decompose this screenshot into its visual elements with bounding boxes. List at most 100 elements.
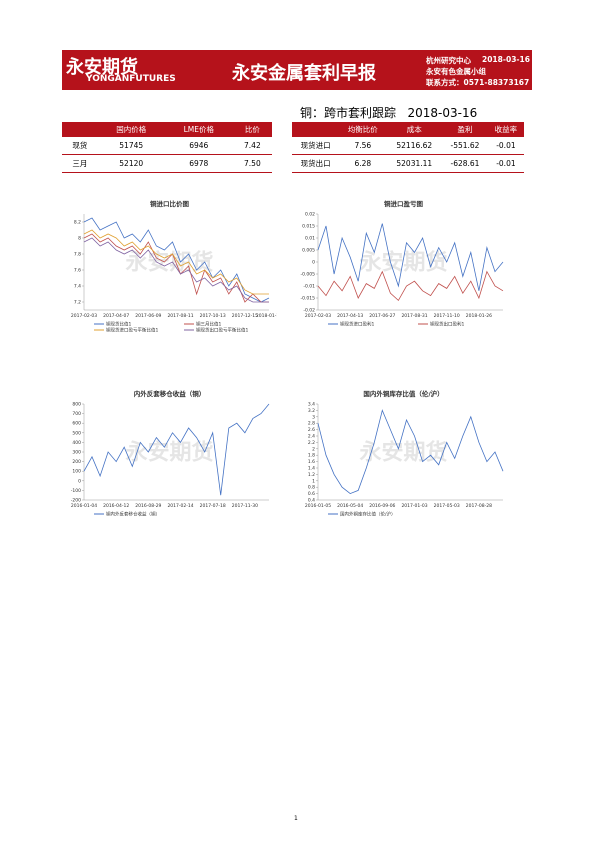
chart-title: 国内外铜库存比值（伦/沪） — [363, 389, 443, 398]
y-tick-label: 8 — [78, 236, 81, 242]
column-header: 均衡比价 — [339, 122, 387, 137]
chart: 国内外铜库存比值（伦/沪）永安期货0.40.60.811.21.41.61.82… — [305, 389, 504, 518]
series-line — [317, 409, 504, 495]
cell: 52031.11 — [386, 154, 443, 173]
x-tick-label: 2016-08-29 — [135, 503, 161, 509]
y-tick-label: 2.6 — [308, 427, 315, 433]
x-tick-label: 2017-06-27 — [369, 313, 395, 319]
series-line — [83, 229, 269, 295]
watermark: 永安期货 — [125, 250, 213, 276]
x-tick-label: 2017-02-03 — [71, 313, 97, 319]
cell: 52120 — [97, 154, 165, 173]
x-tick-label: 2017-07-18 — [200, 503, 226, 509]
section-date: 2018-03-16 — [407, 106, 478, 120]
report-title: 永安金属套利早报 — [232, 63, 376, 84]
chart-title: 铜进口盈亏图 — [384, 199, 424, 208]
x-tick-label: 2017-08-11 — [167, 313, 193, 319]
chart: 内外反套移仓收益（铜）永安期货-200-10001002003004005006… — [71, 389, 270, 518]
x-tick-label: 2016-01-04 — [71, 503, 97, 509]
y-tick-label: 2 — [312, 446, 315, 452]
x-tick-label: 2017-08-28 — [466, 503, 492, 509]
chart-title: 内外反套移仓收益（铜） — [134, 389, 206, 398]
y-tick-label: 0.01 — [305, 236, 315, 242]
series-line — [83, 237, 269, 303]
y-tick-label: -0.01 — [303, 284, 315, 290]
cell: 7.56 — [339, 137, 387, 155]
column-header: 比价 — [232, 122, 272, 137]
watermark: 永安期货 — [359, 250, 447, 276]
header-row: 均衡比价 成本 盈利 收益率 — [292, 122, 524, 137]
cell: 6978 — [164, 154, 233, 173]
x-tick-label: 2018-01-17 — [256, 313, 277, 319]
x-tick-label: 2017-08-31 — [401, 313, 427, 319]
column-header: LME价格 — [164, 122, 233, 137]
y-tick-label: 400 — [72, 440, 81, 446]
y-tick-label: -0.015 — [300, 296, 315, 302]
contact: 联系方式：0571-88373167 — [426, 78, 530, 87]
x-tick-label: 2017-05-03 — [434, 503, 460, 509]
y-tick-label: 0.005 — [302, 248, 315, 254]
section-title: 铜：跨市套利跟踪 2018-03-16 — [300, 104, 477, 121]
y-tick-label: 0.02 — [305, 212, 315, 218]
cell: 52116.62 — [386, 137, 443, 155]
y-tick-label: 1.6 — [308, 459, 315, 465]
x-tick-label: 2017-11-30 — [232, 503, 258, 509]
page-number: 1 — [294, 815, 298, 822]
x-tick-label: 2018-01-26 — [466, 313, 492, 319]
x-tick-label: 2017-02-14 — [167, 503, 193, 509]
series-line — [83, 217, 270, 303]
cell: 7.42 — [232, 137, 272, 155]
logo-en: YONGANFUTURES — [86, 74, 176, 84]
y-tick-label: -100 — [71, 488, 81, 494]
row: 三月 52120 6978 7.50 — [62, 154, 272, 173]
y-tick-label: 7.8 — [74, 252, 81, 258]
logo: 永安期货 — [66, 57, 138, 78]
column-header: 成本 — [386, 122, 443, 137]
y-tick-label: 0.015 — [302, 224, 315, 230]
series-line — [317, 270, 504, 302]
cell: 现货进口 — [292, 137, 340, 155]
y-tick-label: 0 — [78, 478, 81, 484]
y-tick-label: 2.4 — [308, 434, 315, 440]
y-tick-label: 3.2 — [308, 408, 315, 414]
y-tick-label: 800 — [72, 402, 81, 408]
row: 现货进口 7.56 52116.62 -551.62 -0.01 — [292, 137, 524, 155]
y-tick-label: 0.6 — [308, 491, 315, 497]
series-line — [317, 223, 504, 291]
x-tick-label: 2017-10-13 — [200, 313, 226, 319]
center: 杭州研究中心 — [426, 56, 471, 65]
column-header: 国内价格 — [97, 122, 165, 137]
y-tick-label: 2.2 — [308, 440, 315, 446]
x-tick-label: 2017-04-13 — [337, 313, 363, 319]
cell: 三月 — [62, 154, 98, 173]
x-tick-label: 2017-04-07 — [103, 313, 129, 319]
date: 2018-03-16 — [482, 55, 530, 64]
cell: 51745 — [97, 137, 165, 155]
row: 现货 51745 6946 7.42 — [62, 137, 272, 155]
x-tick-label: 2017-11-10 — [434, 313, 460, 319]
cell: -0.01 — [487, 154, 524, 173]
y-tick-label: 1.4 — [308, 466, 315, 472]
legend-label: 铜现货进口盈亏平衡比值1 — [106, 327, 158, 334]
column-header: 收益率 — [487, 122, 524, 137]
y-tick-label: 500 — [72, 430, 81, 436]
legend-label: 国内外铜库存比值（伦/沪） — [340, 511, 396, 518]
y-tick-label: 200 — [72, 459, 81, 465]
y-tick-label: -0.005 — [300, 272, 315, 278]
cell: 6.28 — [339, 154, 387, 173]
y-tick-label: 600 — [72, 421, 81, 427]
legend-label: 铜内外反套移仓收益（铜） — [106, 511, 160, 518]
y-tick-label: 1.8 — [308, 453, 315, 459]
y-tick-label: 300 — [72, 450, 81, 456]
y-tick-label: 0.8 — [308, 485, 315, 491]
y-tick-label: 7.4 — [74, 284, 81, 290]
column-header — [292, 122, 340, 137]
cell: 6946 — [164, 137, 233, 155]
cell: 现货出口 — [292, 154, 340, 173]
watermark: 永安期货 — [359, 440, 447, 466]
x-tick-label: 2017-12-15 — [232, 313, 258, 319]
x-tick-label: 2016-04-12 — [103, 503, 129, 509]
series-line — [83, 403, 270, 496]
column-header — [62, 122, 98, 137]
